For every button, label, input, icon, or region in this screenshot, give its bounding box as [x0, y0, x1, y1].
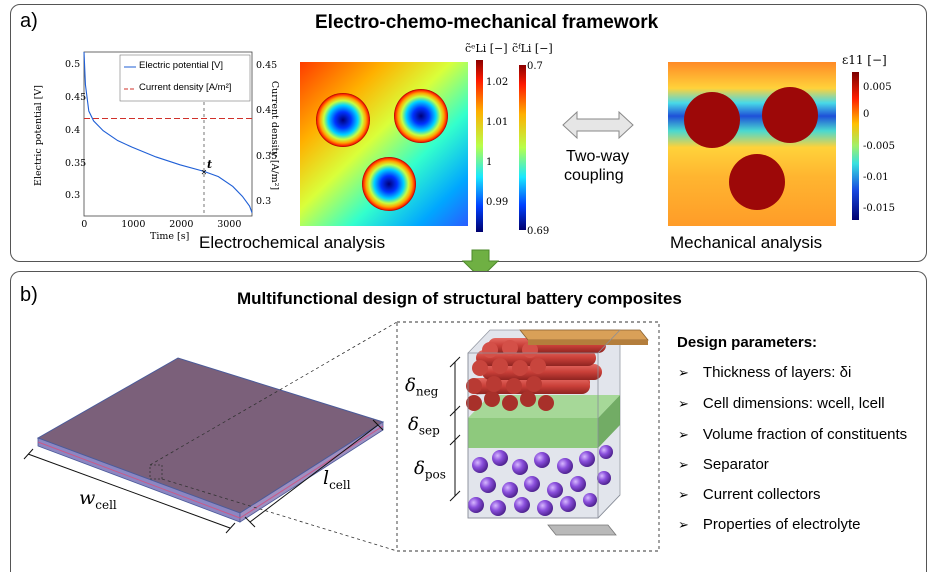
separator-layer [468, 418, 598, 448]
bullet-arrow-icon: ➢ [678, 427, 689, 442]
y-tick-label: 0.4 [65, 124, 81, 136]
y2-tick-label: 0.4 [256, 105, 272, 117]
delta-neg-label: δneg [405, 375, 439, 399]
design-item-thickness: ➢ Thickness of layers: δi [678, 364, 852, 381]
y-tick-label: 0.5 [65, 59, 81, 71]
particle-top-right [394, 89, 448, 143]
w-dimension-line [27, 453, 231, 529]
colorbar-f-title: c̃ᶠLi [−] [512, 42, 553, 55]
zoom-source-box [149, 464, 163, 480]
delta-sep-label: δsep [408, 414, 440, 438]
x-tick-label: 2000 [169, 219, 194, 230]
coupling-line1: Two-way [566, 148, 630, 165]
colorbar-strain [852, 72, 859, 220]
bullet-arrow-icon: ➢ [678, 487, 689, 502]
plot-xlabel: Time [s] [150, 231, 190, 242]
plot-legend [119, 54, 251, 102]
laminate-stripe [37, 441, 241, 519]
y-tick-label: 0.3 [65, 190, 81, 202]
colorbar-e [476, 60, 483, 232]
legend-current-label: Current density [A/m²] [139, 82, 232, 93]
design-item-separator: ➢ Separator [678, 456, 769, 473]
panel-b-title: Multifunctional design of structural bat… [237, 289, 682, 308]
x-tick-label: 3000 [217, 219, 242, 230]
bullet-arrow-icon: ➢ [678, 457, 689, 472]
particle-top-left [316, 93, 370, 147]
colorbar-f-top: 0.7 [527, 61, 543, 72]
y-tick-label: 0.45 [65, 91, 87, 103]
collector-top [519, 329, 649, 341]
plot-frame [83, 51, 253, 217]
colorbar-e-tick-4: 0.99 [486, 197, 509, 208]
colorbar-e-title: c̃ᵉLi [−] [465, 42, 508, 55]
time-marker-point: × [201, 167, 207, 178]
panel-b-letter: b) [20, 284, 38, 306]
strain-particle-right [762, 87, 818, 143]
bullet-arrow-icon: ➢ [678, 365, 689, 380]
l-cell-label: lcell [323, 467, 351, 492]
colorbar-strain-tick-5: -0.015 [863, 203, 896, 214]
negative-fibers [466, 338, 606, 411]
bullet-arrow-icon: ➢ [678, 517, 689, 532]
potential-series-line [83, 51, 253, 213]
two-way-arrow [562, 110, 634, 140]
design-item-electrolyte: ➢ Properties of electrolyte [678, 516, 861, 533]
plot-marker-label: t [207, 158, 213, 171]
y2-tick-label: 0.3 [256, 196, 272, 208]
colorbar-strain-tick-1: 0.005 [863, 82, 892, 93]
colorbar-strain-tick-4: -0.01 [863, 172, 889, 183]
legend-potential-label: Electric potential [V] [139, 60, 223, 71]
positive-particles [468, 445, 613, 516]
bullet-arrow-icon: ➢ [678, 396, 689, 411]
delta-pos-label: δpos [414, 458, 446, 482]
colorbar-strain-tick-3: -0.005 [863, 141, 896, 152]
collector-bottom [547, 524, 617, 536]
y2-tick-label: 0.45 [256, 59, 278, 71]
colorbar-e-tick-2: 1.01 [486, 117, 509, 128]
x-tick-label: 0 [81, 219, 88, 230]
caption-mechanical: Mechanical analysis [670, 233, 823, 252]
colorbar-e-tick-1: 1.02 [486, 77, 509, 88]
design-item-dimensions: ➢ Cell dimensions: wcell, lcell [678, 395, 885, 412]
caption-electrochemical: Electrochemical analysis [199, 233, 386, 252]
l-dimension-line [249, 424, 379, 523]
w-cell-label: wcell [79, 487, 117, 512]
panel-a-letter: a) [20, 10, 38, 32]
strain-particle-left [684, 92, 740, 148]
colorbar-e-tick-3: 1 [486, 157, 493, 168]
design-item-collectors: ➢ Current collectors [678, 486, 821, 503]
design-item-volume-fraction: ➢ Volume fraction of constituents [678, 426, 908, 443]
design-heading: Design parameters: [677, 334, 818, 351]
coupling-line2: coupling [564, 167, 624, 184]
particle-bottom [362, 157, 416, 211]
strain-particle-bottom [729, 154, 785, 210]
y-tick-label: 0.35 [65, 157, 87, 169]
colorbar-f-bottom: 0.69 [527, 226, 550, 237]
colorbar-strain-title: ε11 [−] [842, 53, 887, 67]
y2-tick-label: 0.35 [256, 150, 278, 162]
x-tick-label: 1000 [121, 219, 146, 230]
colorbar-strain-tick-2: 0 [863, 109, 870, 120]
colorbar-f [519, 65, 526, 230]
panel-a-title: Electro-chemo-mechanical framework [315, 12, 659, 33]
